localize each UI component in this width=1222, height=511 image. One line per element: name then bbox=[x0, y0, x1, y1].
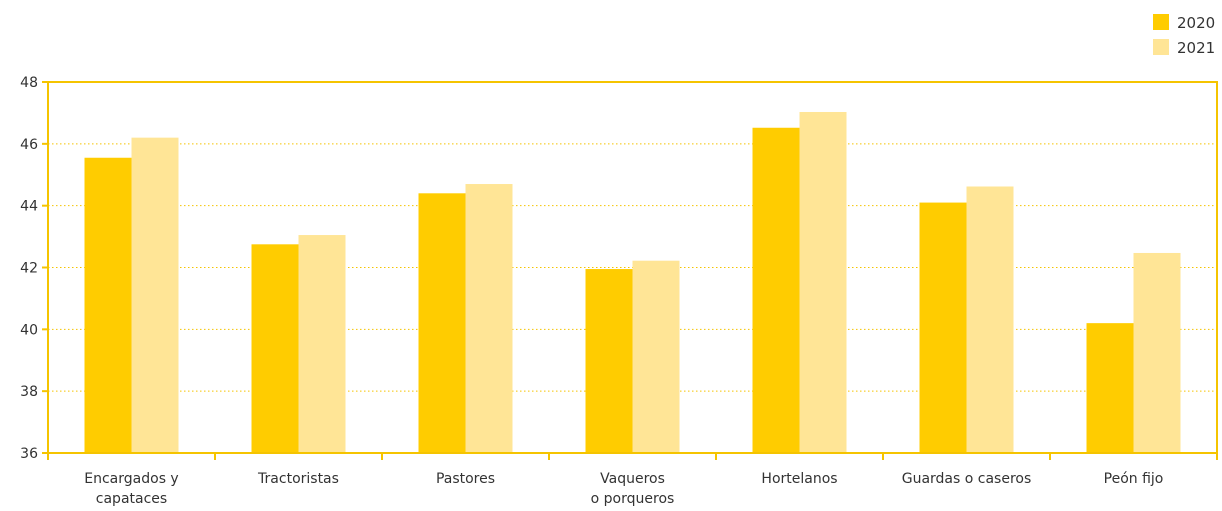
bar-2021 bbox=[1133, 252, 1181, 453]
bar-2021 bbox=[799, 111, 847, 453]
bar-2021 bbox=[632, 260, 680, 453]
x-category-label: Peón fijo bbox=[1104, 471, 1164, 487]
x-category-label: capataces bbox=[96, 491, 167, 507]
bar-2021 bbox=[966, 186, 1014, 453]
y-tick-label: 44 bbox=[20, 199, 38, 215]
bar-layer bbox=[84, 111, 1181, 454]
bar-2021 bbox=[131, 137, 179, 453]
bar-2020 bbox=[919, 202, 967, 453]
bar-2020 bbox=[418, 193, 466, 454]
x-category-label: o porqueros bbox=[591, 491, 675, 507]
bar-2020 bbox=[585, 269, 633, 453]
x-category-label: Hortelanos bbox=[761, 471, 837, 487]
y-tick-label: 46 bbox=[20, 137, 38, 153]
y-tick-label: 42 bbox=[20, 261, 38, 277]
x-category-label: Tractoristas bbox=[257, 471, 339, 487]
bar-2020 bbox=[251, 244, 299, 453]
x-category-label: Pastores bbox=[436, 471, 495, 487]
legend-swatch-2021 bbox=[1153, 39, 1169, 55]
legend: 2020 2021 bbox=[1153, 14, 1215, 57]
axis-layer bbox=[42, 81, 1218, 460]
y-tick-label: 48 bbox=[20, 75, 38, 91]
legend-swatch-2020 bbox=[1153, 14, 1169, 30]
y-tick-label: 36 bbox=[20, 446, 38, 462]
bar-2021 bbox=[465, 184, 513, 453]
bar-2020 bbox=[84, 157, 132, 453]
plot-frame bbox=[47, 81, 1218, 454]
legend-label: 2020 bbox=[1177, 14, 1215, 32]
x-category-label: Encargados y bbox=[84, 471, 178, 487]
x-category-label: Guardas o caseros bbox=[902, 471, 1032, 487]
bar-2020 bbox=[1086, 323, 1134, 453]
legend-label: 2021 bbox=[1177, 39, 1215, 57]
x-category-label: Vaqueros bbox=[600, 471, 665, 487]
bar-2020 bbox=[752, 127, 800, 454]
label-layer: 36 38 40 42 44 46 48 Encargados y capataces Tract… bbox=[20, 75, 1163, 507]
y-tick-label: 40 bbox=[20, 322, 38, 338]
bar-2021 bbox=[298, 235, 346, 453]
y-tick-label: 38 bbox=[20, 384, 38, 400]
